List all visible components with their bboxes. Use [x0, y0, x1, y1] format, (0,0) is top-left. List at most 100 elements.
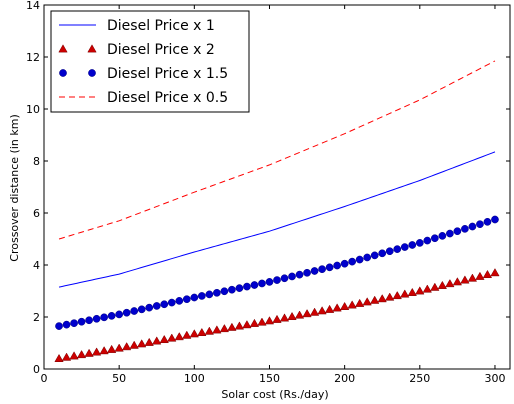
circle-marker: [310, 267, 319, 275]
triangle-marker: [219, 323, 230, 333]
circle-marker: [122, 308, 131, 317]
circle-marker: [85, 316, 93, 325]
triangle-marker: [324, 304, 335, 313]
triangle-marker: [58, 44, 68, 53]
triangle-marker: [61, 352, 72, 361]
legend-item: Diesel Price x 1: [59, 18, 215, 34]
circle-marker: [430, 234, 439, 243]
circle-marker: [370, 251, 379, 260]
legend-label: Diesel Price x 1.5: [107, 66, 228, 82]
circle-marker: [137, 305, 146, 314]
triangle-marker: [182, 330, 192, 339]
triangle-marker: [347, 300, 357, 309]
triangle-marker: [91, 347, 102, 356]
series-3: [55, 215, 499, 330]
circle-marker: [280, 274, 289, 283]
circle-marker: [235, 284, 244, 292]
triangle-marker: [249, 318, 260, 327]
triangle-marker: [422, 284, 432, 293]
y-axis-label: Crossover distance (in km): [8, 114, 21, 261]
circle-marker: [273, 276, 281, 284]
triangle-marker: [340, 301, 350, 310]
y-tick-label: 10: [26, 103, 40, 116]
circle-marker: [228, 285, 236, 294]
triangle-marker: [204, 326, 214, 335]
circle-marker: [423, 236, 432, 245]
triangle-marker: [279, 313, 290, 322]
legend-item: Diesel Price x 0.5: [59, 90, 228, 106]
triangle-marker: [76, 349, 87, 359]
triangle-marker: [287, 311, 297, 321]
circle-marker: [400, 243, 409, 251]
circle-marker: [393, 245, 402, 253]
circle-marker: [288, 272, 296, 281]
circle-marker: [92, 314, 101, 323]
triangle-marker: [212, 325, 222, 334]
triangle-marker: [309, 307, 320, 316]
circle-marker: [295, 270, 304, 279]
circle-marker: [491, 215, 499, 224]
circle-marker: [152, 302, 161, 310]
circle-marker: [415, 239, 424, 247]
legend-label: Diesel Price x 2: [107, 42, 215, 58]
circle-marker: [258, 279, 266, 288]
circle-marker: [243, 282, 251, 291]
circle-marker: [468, 222, 477, 231]
y-tick-label: 8: [33, 155, 40, 168]
circle-marker: [88, 69, 96, 77]
triangle-marker: [317, 306, 327, 315]
triangle-marker: [482, 269, 493, 279]
series-layer: [54, 60, 500, 362]
triangle-marker: [437, 280, 447, 289]
triangle-marker: [272, 314, 282, 323]
circle-marker: [250, 281, 259, 289]
circle-marker: [213, 288, 221, 297]
triangle-marker: [415, 286, 425, 295]
circle-marker: [107, 312, 116, 320]
triangle-marker: [490, 268, 500, 277]
y-tick-label: 14: [26, 0, 40, 12]
triangle-marker: [152, 336, 162, 345]
triangle-marker: [234, 321, 245, 330]
triangle-marker: [445, 279, 455, 288]
triangle-marker: [467, 273, 478, 282]
triangle-marker: [122, 342, 132, 351]
x-axis-label: Solar cost (Rs./day): [221, 388, 328, 401]
triangle-marker: [167, 333, 177, 342]
x-tick-label: 100: [184, 372, 205, 385]
x-tick-label: 200: [334, 372, 355, 385]
triangle-marker: [114, 343, 124, 352]
circle-marker: [318, 265, 326, 274]
circle-marker: [100, 313, 108, 322]
y-tick-label: 0: [33, 363, 40, 376]
y-tick-label: 6: [33, 207, 40, 220]
triangle-marker: [294, 310, 305, 319]
triangle-marker: [332, 303, 342, 312]
series-4: [58, 60, 496, 240]
triangle-marker: [227, 322, 237, 331]
legend-box: [50, 10, 250, 113]
triangle-marker: [370, 295, 380, 304]
circle-marker: [348, 257, 357, 266]
triangle-marker: [69, 351, 79, 360]
legend-item: Diesel Price x 1.5: [59, 66, 228, 82]
x-tick-label: 300: [484, 372, 505, 385]
circle-marker: [385, 247, 394, 256]
triangle-marker: [84, 348, 94, 357]
circle-marker: [303, 268, 311, 277]
circle-marker: [378, 249, 387, 258]
circle-marker: [325, 263, 334, 272]
legend: Diesel Price x 1 Diesel Price x 2 Diesel P…: [50, 10, 250, 113]
circle-marker: [175, 297, 184, 305]
circle-marker: [446, 229, 454, 238]
triangle-marker: [430, 282, 440, 291]
circle-marker: [483, 217, 492, 226]
circle-marker: [115, 310, 124, 319]
triangle-marker: [107, 344, 117, 353]
circle-marker: [59, 69, 67, 77]
circle-marker: [62, 320, 71, 329]
circle-marker: [340, 259, 349, 268]
y-tick-label: 2: [33, 311, 40, 324]
legend-label: Diesel Price x 1: [107, 18, 215, 34]
circle-marker: [363, 253, 372, 262]
